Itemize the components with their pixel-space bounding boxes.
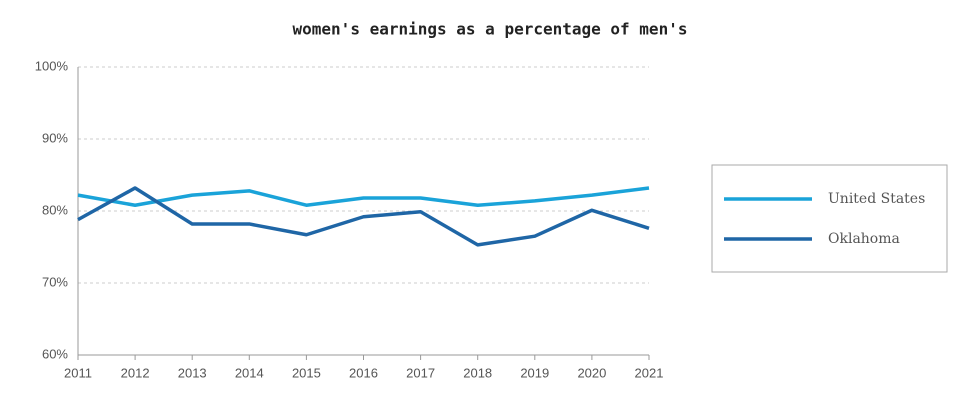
- legend-box: [711, 164, 948, 273]
- x-tick-label: 2017: [406, 365, 435, 380]
- legend-label: United States: [828, 191, 925, 207]
- x-tick-label: 2014: [235, 365, 264, 380]
- line-series: [77, 186, 650, 247]
- x-tick-label: 2011: [64, 365, 92, 380]
- x-tick-label: 2016: [349, 365, 378, 380]
- x-tick-label: 2013: [178, 365, 207, 380]
- x-tick-label: 2018: [463, 365, 492, 380]
- y-tick-label: 100%: [35, 58, 69, 73]
- y-tick-label: 70%: [42, 274, 68, 289]
- x-tick-label: 2020: [577, 365, 606, 380]
- chart-title: women's earnings as a percentage of men'…: [293, 20, 688, 39]
- x-tick-label: 2015: [292, 365, 321, 380]
- x-tick-label: 2012: [121, 365, 150, 380]
- y-tick-label: 60%: [42, 346, 68, 361]
- x-tick-label: 2021: [635, 365, 664, 380]
- y-tick-label: 90%: [42, 130, 68, 145]
- x-tick-label: 2019: [520, 365, 549, 380]
- line-series: [77, 186, 650, 207]
- legend-label: Oklahoma: [828, 231, 900, 247]
- y-tick-label: 80%: [42, 202, 68, 217]
